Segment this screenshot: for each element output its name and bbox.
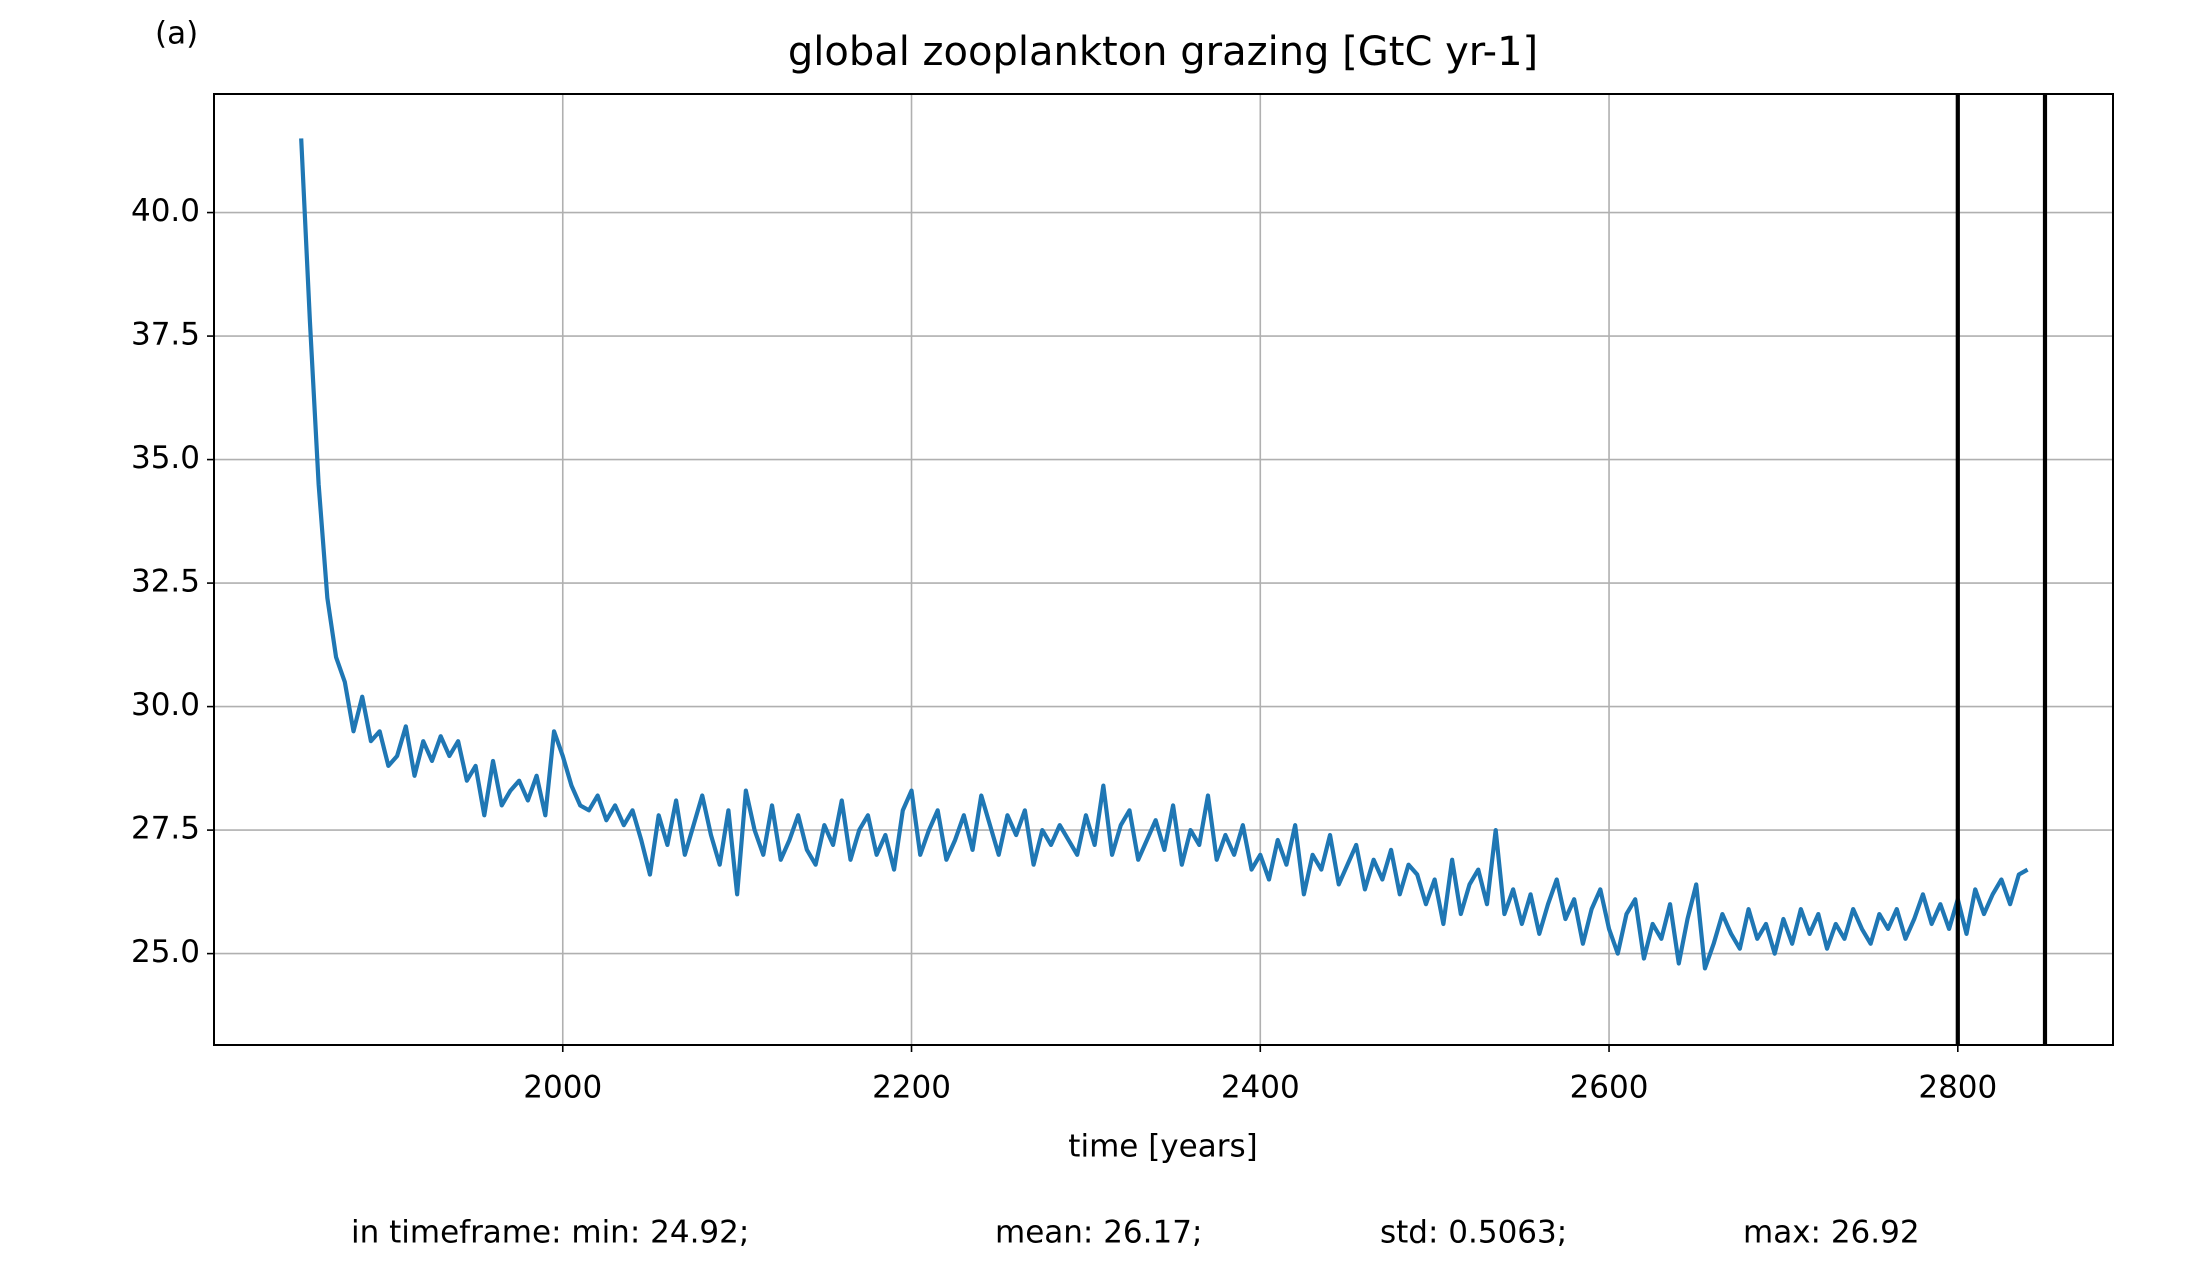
y-tick-label: 32.5: [131, 564, 200, 600]
chart-title: global zooplankton grazing [GtC yr-1]: [788, 29, 1538, 75]
x-tick-label: 2800: [1918, 1070, 1997, 1106]
panel-label: (a): [155, 16, 198, 52]
y-tick-label: 37.5: [131, 317, 200, 353]
footer-stat: in timeframe: min: 24.92;: [351, 1215, 749, 1251]
footer-stat: mean: 26.17;: [995, 1215, 1202, 1251]
y-tick-label: 25.0: [131, 934, 200, 970]
plot-frame: [213, 93, 2114, 1046]
x-tick-label: 2600: [1570, 1070, 1649, 1106]
x-tick-label: 2000: [523, 1070, 602, 1106]
y-tick-label: 30.0: [131, 687, 200, 723]
x-tick-label: 2200: [872, 1070, 951, 1106]
x-tick-label: 2400: [1221, 1070, 1300, 1106]
footer-stat: std: 0.5063;: [1380, 1215, 1567, 1251]
x-axis-label: time [years]: [1068, 1129, 1257, 1165]
data-line: [299, 138, 2029, 971]
footer-stat: max: 26.92: [1743, 1215, 1920, 1251]
y-tick-label: 40.0: [131, 193, 200, 229]
y-tick-label: 27.5: [131, 811, 200, 847]
y-tick-label: 35.0: [131, 440, 200, 476]
